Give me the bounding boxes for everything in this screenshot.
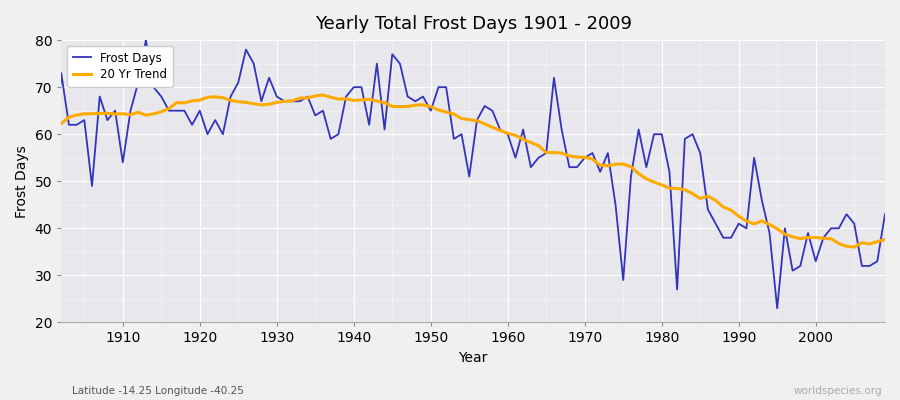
20 Yr Trend bbox=[333, 97, 344, 102]
20 Yr Trend bbox=[318, 93, 328, 98]
20 Yr Trend bbox=[602, 164, 613, 168]
20 Yr Trend bbox=[879, 237, 890, 242]
Frost Days bbox=[287, 99, 298, 104]
Line: Frost Days: Frost Days bbox=[53, 40, 885, 308]
Frost Days bbox=[333, 132, 344, 137]
Text: worldspecies.org: worldspecies.org bbox=[794, 386, 882, 396]
Frost Days bbox=[48, 170, 58, 174]
20 Yr Trend bbox=[279, 99, 290, 104]
20 Yr Trend bbox=[849, 245, 859, 250]
Y-axis label: Frost Days: Frost Days bbox=[15, 145, 29, 218]
Line: 20 Yr Trend: 20 Yr Trend bbox=[53, 95, 885, 247]
Frost Days bbox=[110, 108, 121, 113]
Frost Days bbox=[879, 212, 890, 216]
20 Yr Trend bbox=[502, 131, 513, 136]
Frost Days bbox=[602, 151, 613, 156]
Frost Days bbox=[502, 132, 513, 137]
X-axis label: Year: Year bbox=[458, 351, 488, 365]
20 Yr Trend bbox=[510, 133, 521, 138]
20 Yr Trend bbox=[48, 125, 58, 130]
Frost Days bbox=[510, 155, 521, 160]
Legend: Frost Days, 20 Yr Trend: Frost Days, 20 Yr Trend bbox=[68, 46, 173, 87]
Title: Yearly Total Frost Days 1901 - 2009: Yearly Total Frost Days 1901 - 2009 bbox=[315, 15, 632, 33]
Frost Days bbox=[140, 38, 151, 42]
Text: Latitude -14.25 Longitude -40.25: Latitude -14.25 Longitude -40.25 bbox=[72, 386, 244, 396]
Frost Days bbox=[772, 306, 783, 311]
20 Yr Trend bbox=[110, 112, 121, 116]
